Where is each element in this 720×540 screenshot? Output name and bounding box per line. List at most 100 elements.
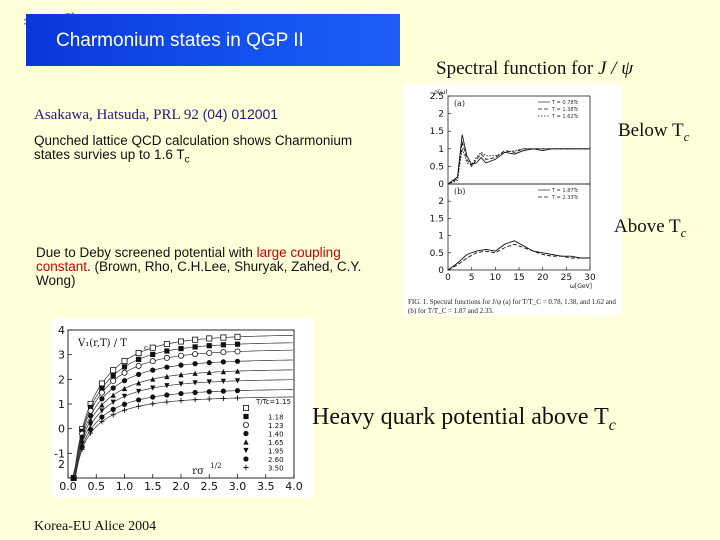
- potential-data-point: [135, 362, 142, 369]
- potential-data-point: [136, 371, 142, 377]
- potential-data-point: [150, 367, 156, 373]
- spectral-legend-entry: T = 1.87Tc: [551, 188, 579, 194]
- potential-x-tick-label: 3.5: [257, 480, 275, 493]
- spectral-legend-entry: T = 2.33Tc: [551, 195, 579, 201]
- potential-data-point: [234, 378, 241, 384]
- potential-data-point: [135, 350, 142, 357]
- spectral-figure: (a) 0 0.5 1 1.5 2 2.5 T = 0.78Tc T = 1.38Tc T = 1…: [404, 84, 622, 316]
- potential-legend-entry: 1.23: [268, 422, 284, 430]
- potential-data-point: [192, 344, 198, 350]
- spectral-series-line: [447, 148, 590, 185]
- potential-data-point: [220, 378, 226, 384]
- potential-data-point: [150, 376, 156, 382]
- potential-data-point: [121, 378, 128, 384]
- potential-x-tick-label: 2.5: [201, 480, 219, 493]
- potential-y-tick-label: 2: [58, 373, 65, 386]
- potential-data-point: [110, 377, 117, 384]
- potential-data-point: [178, 381, 184, 387]
- potential-data-point: [110, 392, 116, 398]
- potential-y-axis-label-sub: c: [144, 344, 148, 352]
- potential-data-point: [164, 348, 170, 354]
- potential-figure: -1 0 1 2 3 4 2 0.0 0.5 1.0 1.5 2.0 2.5 3.0 3.5 4.0 V₁(r,…: [52, 318, 314, 498]
- potential-data-point: [150, 351, 156, 358]
- potential-data-point: [136, 380, 142, 386]
- potential-data-point: [99, 414, 105, 420]
- spectral-y-tick-label: 0: [438, 266, 444, 276]
- spectral-x-tick-label: 0: [445, 273, 451, 283]
- potential-data-point: [88, 404, 94, 411]
- author-names: Asakawa, Hatsuda, PRL 92: [34, 107, 199, 123]
- citation-ref: (04) 012001: [202, 106, 279, 122]
- potential-data-point: [164, 383, 170, 389]
- spectral-title-symbol: J / ψ: [597, 58, 633, 79]
- potential-data-point: [121, 364, 128, 370]
- above-tc-sub: c: [680, 224, 687, 240]
- potential-data-point: [99, 402, 105, 408]
- screening-text-post: . (Brown, Rho, C.H.Lee, Shuryak, Zahed, …: [36, 259, 362, 288]
- potential-y-tick-label: -1: [54, 447, 65, 460]
- potential-data-point: [136, 356, 142, 363]
- potential-data-point: [220, 395, 226, 402]
- spectral-series-line: [447, 141, 590, 185]
- potential-data-point: [206, 389, 212, 395]
- potential-data-point: [220, 359, 226, 365]
- potential-legend-marker: [242, 422, 249, 429]
- potential-data-point: [234, 388, 241, 394]
- potential-data-point: [149, 358, 156, 365]
- potential-x-tick-label: 3.0: [229, 480, 247, 493]
- spectral-x-tick-label: 15: [513, 273, 524, 283]
- figure-caption: FIG. 1. Spectral functions for J/ψ (a) f…: [408, 298, 616, 315]
- potential-data-point: [121, 407, 128, 413]
- potential-data-point: [234, 348, 241, 355]
- spectral-y-tick-label: 2.5: [430, 92, 444, 102]
- spectral-y-tick-label: 0.5: [430, 162, 444, 172]
- potential-data-point: [234, 395, 241, 401]
- spectral-panel-tag: (b): [454, 187, 465, 196]
- potential-data-point: [220, 342, 226, 348]
- potential-series-curve: [72, 369, 293, 479]
- potential-data-point: [149, 344, 156, 351]
- potential-data-point: [192, 361, 198, 367]
- potential-legend-marker: [243, 439, 249, 445]
- spectral-series-line: [447, 243, 590, 271]
- potential-data-point: [220, 388, 226, 394]
- potential-legend-title: T/Tc=1.15: [255, 398, 291, 406]
- spectral-series-line: [447, 134, 590, 185]
- lattice-text-sub: c: [184, 154, 190, 166]
- potential-data-point: [163, 341, 170, 348]
- footer-text: Korea-EU Alice 2004: [34, 519, 157, 534]
- potential-data-point: [164, 373, 170, 380]
- potential-y-axis-label: V₁(r,T) / T: [77, 338, 127, 349]
- potential-data-point: [178, 390, 184, 397]
- potential-data-point: [99, 418, 105, 425]
- potential-data-point: [79, 446, 85, 452]
- heavy-quark-text: Heavy quark potential above T: [312, 404, 609, 430]
- potential-data-point: [164, 364, 170, 370]
- potential-data-point: [110, 412, 116, 418]
- above-tc-text: Above T: [614, 216, 681, 237]
- potential-data-point: [206, 369, 212, 375]
- potential-data-point: [88, 422, 94, 428]
- spectral-series-line: [447, 240, 590, 271]
- potential-y-tick-label: 1: [58, 398, 65, 411]
- spectral-legend-entry: T = 1.38Tc: [551, 107, 579, 113]
- potential-data-point: [121, 393, 128, 400]
- potential-data-point: [192, 351, 199, 358]
- potential-x-tick-label: 4.0: [285, 480, 303, 493]
- spectral-y-tick-label: 2: [438, 110, 444, 120]
- potential-data-point: [121, 401, 128, 407]
- potential-data-point: [150, 394, 156, 400]
- potential-data-point: [88, 413, 94, 419]
- potential-data-point: [192, 380, 198, 386]
- potential-data-point: [110, 385, 116, 391]
- spectral-legend-entry: T = 1.62Tc: [551, 114, 579, 120]
- potential-x-tick-label: 1.5: [144, 480, 162, 493]
- heavy-quark-label: Heavy quark potential above Tc: [312, 404, 616, 435]
- potential-data-point: [164, 392, 170, 398]
- spectral-y-tick-label: 2: [438, 197, 444, 207]
- potential-y-tick-label: 3: [58, 349, 65, 362]
- potential-data-point: [88, 430, 94, 436]
- potential-data-point: [110, 399, 116, 405]
- potential-data-point: [71, 475, 77, 481]
